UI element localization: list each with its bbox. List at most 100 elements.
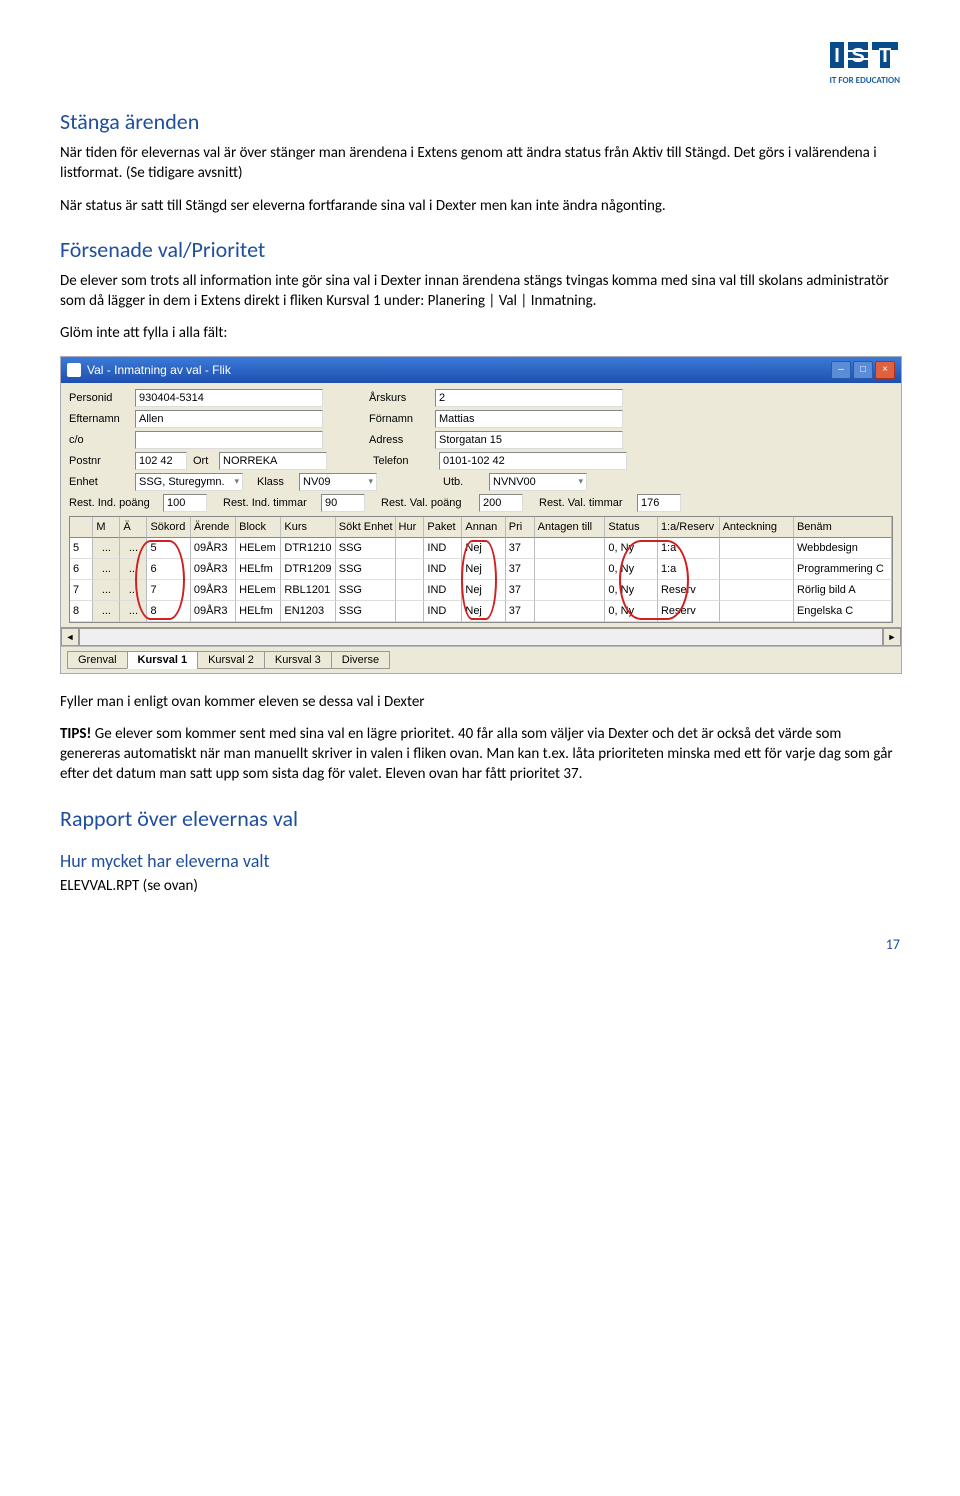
- grid-cell: 7: [70, 580, 93, 601]
- field-personid[interactable]: 930404-5314: [135, 389, 323, 407]
- grid-cell: Nej: [462, 601, 505, 622]
- tab-kursval-1[interactable]: Kursval 1: [127, 651, 199, 669]
- logo-region: I S T IT FOR EDUCATION: [60, 40, 900, 88]
- grid-header-cell[interactable]: Benäm: [794, 517, 892, 538]
- grid-cell: EN1203: [281, 601, 335, 622]
- grid-cell: 09ÅR3: [191, 559, 236, 580]
- tab-diverse[interactable]: Diverse: [331, 651, 390, 669]
- label-enhet: Enhet: [69, 476, 129, 488]
- field-efternamn[interactable]: Allen: [135, 410, 323, 428]
- grid-cell: SSG: [336, 559, 396, 580]
- grid-cell: HELem: [236, 538, 281, 559]
- para-3: De elever som trots all information inte…: [60, 271, 900, 312]
- label-telefon: Telefon: [373, 455, 433, 467]
- grid-cell: IND: [424, 559, 462, 580]
- grid-header-cell[interactable]: Ä: [120, 517, 147, 538]
- field-klass[interactable]: NV09: [299, 473, 377, 491]
- grid-cell[interactable]: ...: [93, 580, 120, 601]
- horizontal-scrollbar[interactable]: ◄ ►: [61, 627, 901, 646]
- window-title: Val - Inmatning av val - Flik: [87, 363, 231, 377]
- grid: MÄSökordÄrendeBlockKursSökt EnhetHurPake…: [69, 516, 893, 623]
- grid-cell: Reserv: [658, 580, 720, 601]
- field-co[interactable]: [135, 431, 323, 449]
- grid-header-cell[interactable]: Sökt Enhet: [336, 517, 396, 538]
- grid-cell: DTR1210: [281, 538, 335, 559]
- grid-cell: 37: [506, 601, 535, 622]
- grid-row[interactable]: 7......709ÅR3HELemRBL1201SSGINDNej370, N…: [70, 580, 892, 601]
- tab-kursval-2[interactable]: Kursval 2: [197, 651, 265, 669]
- para-2: När status är satt till Stängd ser eleve…: [60, 196, 900, 216]
- grid-cell: 1:a: [658, 559, 720, 580]
- field-telefon[interactable]: 0101-102 42: [439, 452, 627, 470]
- grid-header-cell[interactable]: Anteckning: [720, 517, 794, 538]
- grid-row[interactable]: 5......509ÅR3HELemDTR1210SSGINDNej370, N…: [70, 538, 892, 559]
- grid-cell: 0, Ny: [605, 559, 658, 580]
- grid-cell[interactable]: ...: [120, 538, 147, 559]
- field-restvalpoang[interactable]: 200: [479, 494, 523, 512]
- field-restindtimmar[interactable]: 90: [321, 494, 365, 512]
- grid-cell[interactable]: ...: [93, 559, 120, 580]
- field-fornamn[interactable]: Mattias: [435, 410, 623, 428]
- grid-cell: 09ÅR3: [191, 601, 236, 622]
- grid-cell: SSG: [336, 601, 396, 622]
- grid-cell: Programmering C: [794, 559, 892, 580]
- tab-grenval[interactable]: Grenval: [67, 651, 128, 669]
- grid-row[interactable]: 6......609ÅR3HELfmDTR1209SSGINDNej370, N…: [70, 559, 892, 580]
- grid-cell: HELfm: [236, 601, 281, 622]
- scroll-track[interactable]: [79, 628, 883, 646]
- window-icon: [67, 363, 81, 377]
- grid-cell[interactable]: ...: [93, 538, 120, 559]
- grid-header-cell[interactable]: Kurs: [281, 517, 335, 538]
- grid-header-cell[interactable]: Hur: [396, 517, 425, 538]
- grid-header-cell[interactable]: [70, 517, 93, 538]
- tips-label: TIPS!: [60, 725, 91, 743]
- field-enhet[interactable]: SSG, Sturegymn.: [135, 473, 243, 491]
- label-personid: Personid: [69, 392, 129, 404]
- heading-stanga: Stänga ärenden: [60, 108, 900, 135]
- grid-cell: [535, 559, 606, 580]
- grid-cell: DTR1209: [281, 559, 335, 580]
- grid-header-row: MÄSökordÄrendeBlockKursSökt EnhetHurPake…: [70, 517, 892, 538]
- scroll-right-icon[interactable]: ►: [883, 628, 901, 646]
- svg-text:I: I: [834, 45, 840, 67]
- grid-cell: 0, Ny: [605, 538, 658, 559]
- grid-header-cell[interactable]: Sökord: [147, 517, 190, 538]
- grid-header-cell[interactable]: Pri: [506, 517, 535, 538]
- label-restvaltimmar: Rest. Val. timmar: [539, 497, 631, 509]
- tab-strip: GrenvalKursval 1Kursval 2Kursval 3Divers…: [61, 646, 901, 673]
- grid-cell[interactable]: ...: [120, 601, 147, 622]
- grid-header-cell[interactable]: 1:a/Reserv: [658, 517, 720, 538]
- close-button[interactable]: ×: [875, 361, 895, 379]
- field-adress[interactable]: Storgatan 15: [435, 431, 623, 449]
- grid-cell: 7: [147, 580, 190, 601]
- grid-row[interactable]: 8......809ÅR3HELfmEN1203SSGINDNej370, Ny…: [70, 601, 892, 622]
- field-postnr[interactable]: 102 42: [135, 452, 187, 470]
- grid-cell: [720, 601, 794, 622]
- field-restvaltimmar[interactable]: 176: [637, 494, 681, 512]
- grid-cell: Engelska C: [794, 601, 892, 622]
- field-arskurs[interactable]: 2: [435, 389, 623, 407]
- grid-header-cell[interactable]: Paket: [424, 517, 462, 538]
- grid-cell: SSG: [336, 580, 396, 601]
- grid-cell[interactable]: ...: [93, 601, 120, 622]
- grid-cell[interactable]: ...: [120, 559, 147, 580]
- tab-kursval-3[interactable]: Kursval 3: [264, 651, 332, 669]
- label-fornamn: Förnamn: [369, 413, 429, 425]
- grid-header-cell[interactable]: Block: [236, 517, 281, 538]
- label-restvalpoang: Rest. Val. poäng: [381, 497, 473, 509]
- grid-cell: HELfm: [236, 559, 281, 580]
- scroll-left-icon[interactable]: ◄: [61, 628, 79, 646]
- grid-cell: Nej: [462, 538, 505, 559]
- field-restindpoang[interactable]: 100: [163, 494, 207, 512]
- field-utb[interactable]: NVNV00: [489, 473, 587, 491]
- maximize-button[interactable]: □: [853, 361, 873, 379]
- grid-header-cell[interactable]: Ärende: [191, 517, 236, 538]
- minimize-button[interactable]: –: [831, 361, 851, 379]
- grid-header-cell[interactable]: Antagen till: [535, 517, 606, 538]
- grid-cell: IND: [424, 580, 462, 601]
- grid-cell[interactable]: ...: [120, 580, 147, 601]
- grid-header-cell[interactable]: M: [93, 517, 120, 538]
- field-ort[interactable]: NORREKA: [219, 452, 327, 470]
- grid-header-cell[interactable]: Status: [605, 517, 658, 538]
- grid-header-cell[interactable]: Annan: [462, 517, 505, 538]
